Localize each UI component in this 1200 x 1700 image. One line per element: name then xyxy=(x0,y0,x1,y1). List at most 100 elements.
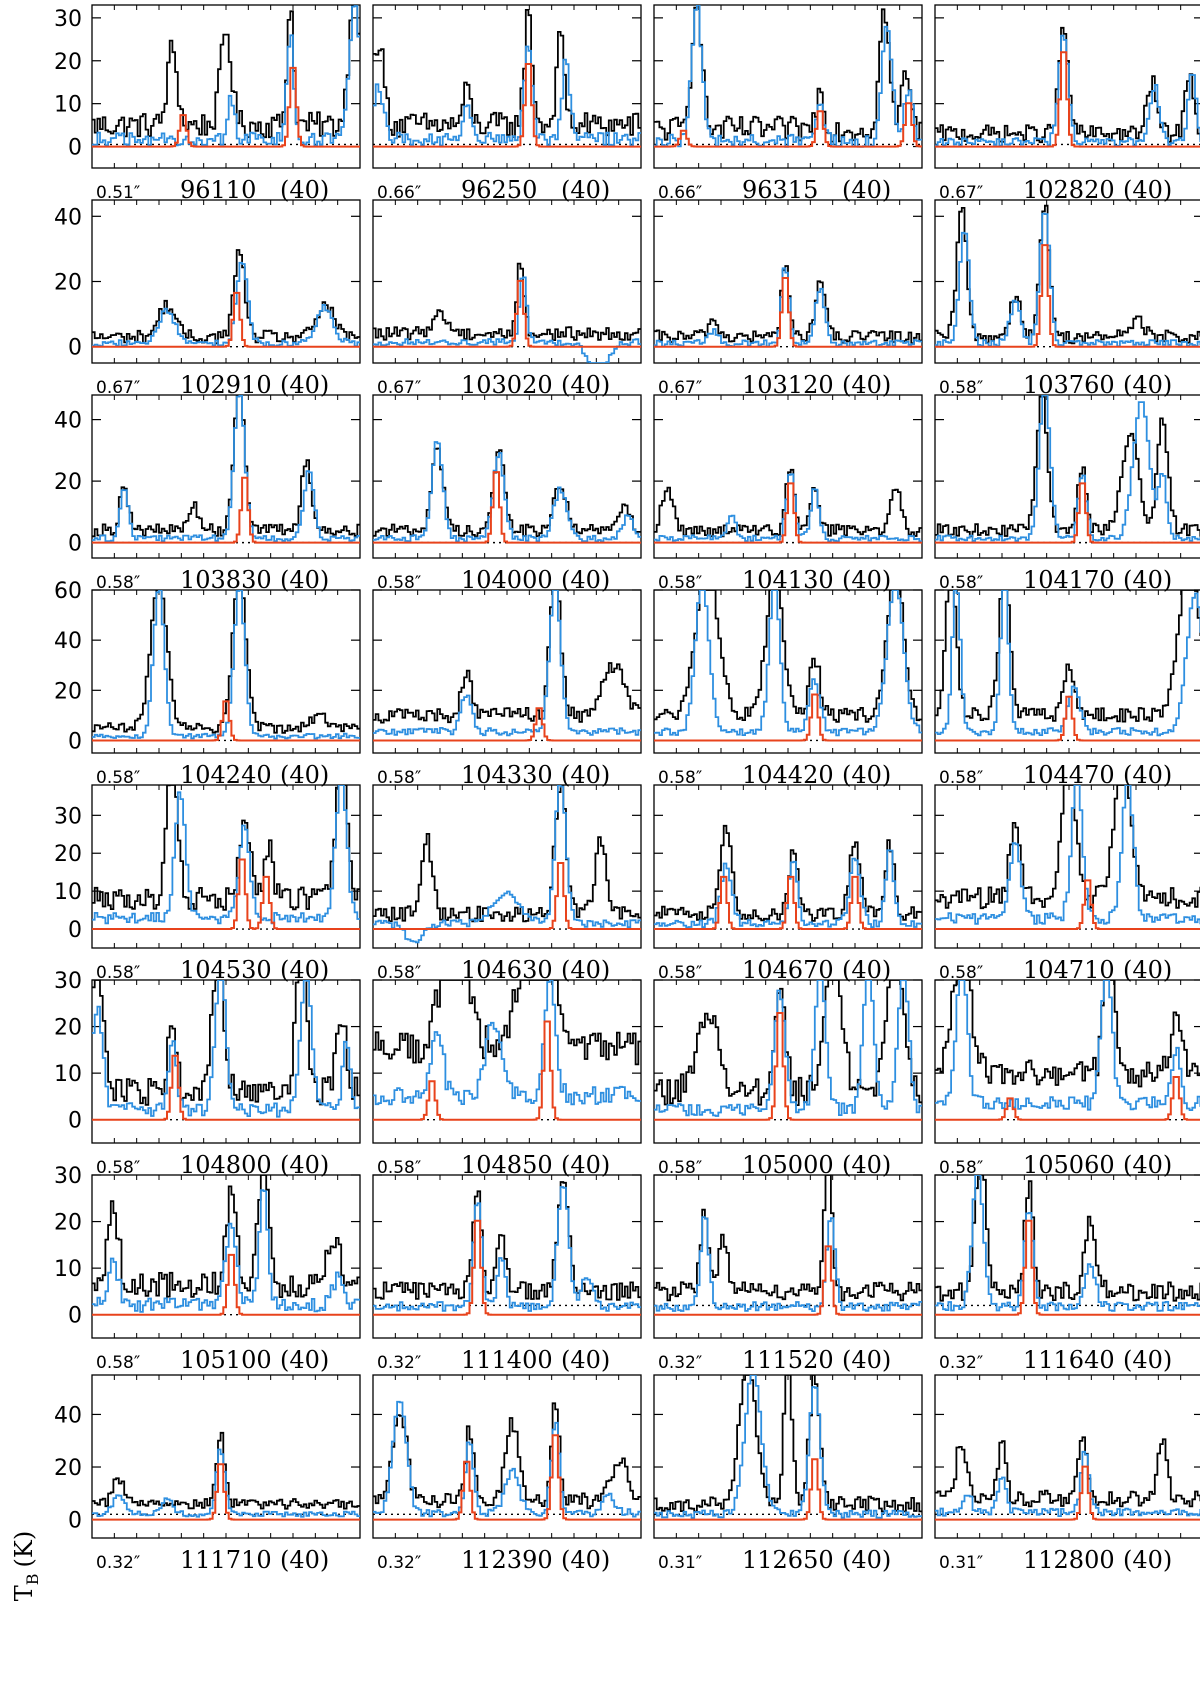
y-axis-label: TB (K) xyxy=(10,1531,42,1601)
y-tick-label: 10 xyxy=(54,93,82,118)
spectrum-panel: 0.67″ 103120 (40) xyxy=(653,199,923,399)
y-tick-label: 30 xyxy=(54,969,82,994)
observed-spectrum xyxy=(935,980,1200,1088)
spectrum-panel: 0.58″ 105000 (40) xyxy=(653,979,923,1179)
model-species-spectrum xyxy=(92,1054,360,1121)
panel-plot-area xyxy=(935,980,1200,1121)
model-total-spectrum xyxy=(935,395,1200,542)
beam-size-label: 0.32″ xyxy=(939,1353,983,1373)
y-tick-label: 60 xyxy=(54,579,82,604)
y-tick-label: 0 xyxy=(68,532,82,557)
velocity-range-label: (40) xyxy=(842,566,891,594)
y-tick-label: 20 xyxy=(54,679,82,704)
model-species-spectrum xyxy=(92,1253,360,1316)
beam-size-label: 0.58″ xyxy=(658,573,702,593)
observed-spectrum xyxy=(92,5,360,139)
velocity-range-label: (40) xyxy=(280,176,329,204)
velocity-range-label: (40) xyxy=(280,956,329,984)
panel-plot-area xyxy=(654,590,922,742)
model-species-spectrum xyxy=(373,862,641,930)
panel-plot-area xyxy=(373,590,641,742)
model-total-spectrum xyxy=(654,849,922,929)
model-species-spectrum xyxy=(373,1434,641,1521)
model-species-spectrum xyxy=(935,244,1200,348)
beam-size-label: 0.32″ xyxy=(377,1553,421,1573)
spectrum-panel: 0 20 40 0.32″ 111710 (40) xyxy=(54,1374,361,1574)
frequency-label: 96250 xyxy=(461,176,537,204)
y-tick-label: 40 xyxy=(54,629,82,654)
velocity-range-label: (40) xyxy=(842,1151,891,1179)
beam-size-label: 0.67″ xyxy=(658,378,702,398)
y-tick-label: 30 xyxy=(54,1164,82,1189)
frequency-label: 104800 xyxy=(180,1151,272,1179)
panel-plot-area xyxy=(373,785,641,944)
model-total-spectrum xyxy=(935,34,1200,147)
panel-plot-area xyxy=(92,1431,360,1521)
panel-plot-area xyxy=(654,468,922,544)
observed-spectrum xyxy=(373,980,641,1066)
observed-spectrum xyxy=(373,1402,641,1510)
frequency-label: 104710 xyxy=(1023,956,1115,984)
model-total-spectrum xyxy=(92,1448,360,1518)
beam-size-label: 0.58″ xyxy=(939,573,983,593)
model-total-spectrum xyxy=(373,1400,641,1518)
observed-spectrum xyxy=(373,447,641,538)
panel-plot-area xyxy=(92,395,360,544)
spectrum-panel: 0.58″ 104470 (40) xyxy=(934,589,1200,789)
beam-size-label: 0.58″ xyxy=(377,963,421,983)
panel-plot-area xyxy=(92,1175,360,1316)
beam-size-label: 0.66″ xyxy=(658,183,702,203)
model-total-spectrum xyxy=(92,5,360,147)
model-species-spectrum xyxy=(654,102,922,148)
spectrum-panel: 0.58″ 104330 (40) xyxy=(372,589,642,789)
y-tick-label: 30 xyxy=(54,7,82,32)
velocity-range-label: (40) xyxy=(842,176,891,204)
beam-size-label: 0.58″ xyxy=(939,378,983,398)
model-total-spectrum xyxy=(654,590,922,737)
spectrum-panel: 0.66″ 96315 (40) xyxy=(653,4,923,204)
panel-plot-area xyxy=(373,262,641,363)
model-species-spectrum xyxy=(92,858,360,930)
model-species-spectrum xyxy=(92,1463,360,1521)
spectrum-panel: 0.58″ 103760 (40) xyxy=(934,199,1200,399)
frequency-label: 104630 xyxy=(461,956,553,984)
velocity-range-label: (40) xyxy=(280,371,329,399)
spectrum-panel: 0.58″ 104170 (40) xyxy=(934,394,1200,594)
observed-spectrum xyxy=(935,590,1200,723)
frequency-label: 104000 xyxy=(461,566,553,594)
beam-size-label: 0.58″ xyxy=(377,1158,421,1178)
velocity-range-label: (40) xyxy=(280,761,329,789)
y-tick-label: 20 xyxy=(54,1211,82,1236)
observed-spectrum xyxy=(92,785,360,911)
panel-plot-area xyxy=(92,249,360,348)
beam-size-label: 0.32″ xyxy=(96,1553,140,1573)
observed-spectrum xyxy=(935,26,1200,144)
velocity-range-label: (40) xyxy=(280,1346,329,1374)
panel-plot-area xyxy=(654,1375,922,1521)
frequency-label: 104330 xyxy=(461,761,553,789)
beam-size-label: 0.31″ xyxy=(939,1553,983,1573)
observed-spectrum xyxy=(935,395,1200,538)
frequency-label: 103760 xyxy=(1023,371,1115,399)
beam-size-label: 0.58″ xyxy=(939,1158,983,1178)
beam-size-label: 0.51″ xyxy=(96,183,140,203)
spectrum-panel: 0 10 20 30 0.58″ 104800 (40) xyxy=(54,969,361,1179)
y-axis-label-main: T xyxy=(10,1585,38,1601)
velocity-range-label: (40) xyxy=(842,1346,891,1374)
panel-plot-area xyxy=(92,5,360,148)
model-total-spectrum xyxy=(373,276,641,363)
model-species-spectrum xyxy=(92,66,360,148)
panel-plot-area xyxy=(373,980,641,1121)
frequency-label: 103830 xyxy=(180,566,272,594)
model-species-spectrum xyxy=(935,51,1200,148)
model-species-spectrum xyxy=(373,471,641,544)
y-tick-label: 0 xyxy=(68,729,82,754)
observed-spectrum xyxy=(654,1175,922,1302)
spectrum-panel: 0 10 20 30 0.58″ 104530 (40) xyxy=(54,784,361,984)
spectrum-panel: 0 20 40 0.67″ 102910 (40) xyxy=(54,199,361,399)
panel-plot-area xyxy=(935,785,1200,930)
observed-spectrum xyxy=(654,980,922,1106)
panel-frame xyxy=(653,1174,923,1339)
beam-size-label: 0.58″ xyxy=(96,963,140,983)
